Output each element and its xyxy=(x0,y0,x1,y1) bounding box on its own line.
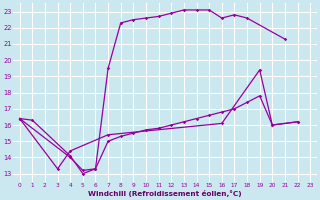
X-axis label: Windchill (Refroidissement éolien,°C): Windchill (Refroidissement éolien,°C) xyxy=(88,190,242,197)
